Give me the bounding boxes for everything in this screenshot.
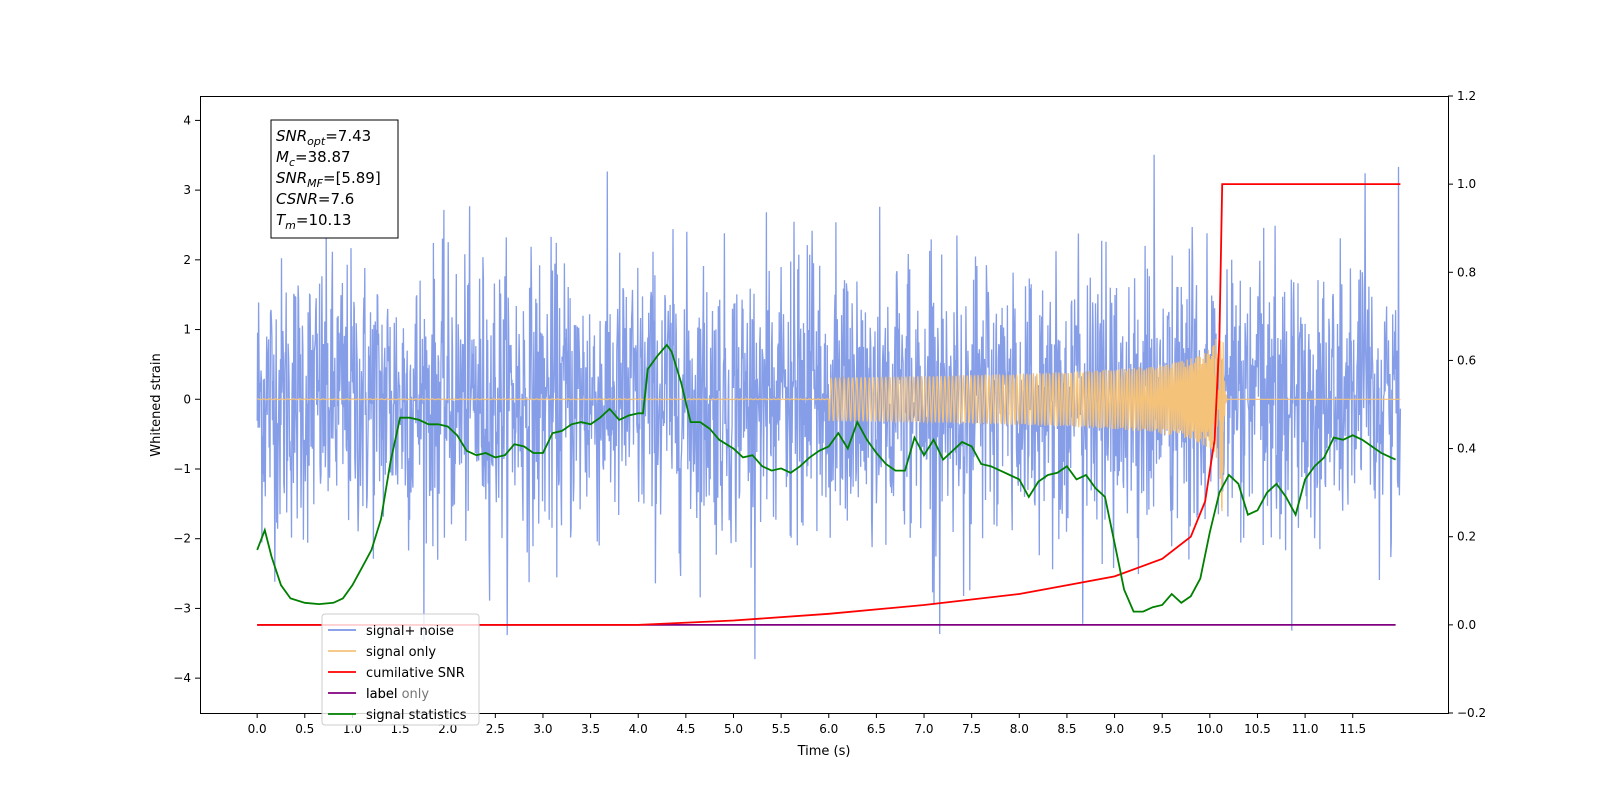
y-tick-label: −1 <box>173 462 191 476</box>
y-tick-label: 0 <box>183 392 191 406</box>
plot-area <box>256 154 1402 660</box>
x-tick-label: 0.0 <box>248 722 267 736</box>
y2-tick-label: 0.4 <box>1457 442 1476 456</box>
x-tick-label: 5.5 <box>772 722 791 736</box>
y2-tick-label: −0.2 <box>1457 706 1486 720</box>
x-tick-label: 10.0 <box>1196 722 1223 736</box>
x-tick-label: 5.0 <box>724 722 743 736</box>
y2-tick-label: 1.0 <box>1457 177 1476 191</box>
x-tick-label: 11.0 <box>1292 722 1319 736</box>
y-tick-label: 2 <box>183 253 191 267</box>
legend-entry: cumilative SNR <box>366 666 465 681</box>
series-signal-statistics <box>256 343 1396 613</box>
legend-entry: signal only <box>366 645 436 660</box>
x-tick-label: 4.5 <box>676 722 695 736</box>
x-tick-label: 6.5 <box>867 722 886 736</box>
y-tick-label: −2 <box>173 532 191 546</box>
legend-entry: signal+ noise <box>366 624 454 639</box>
x-tick-label: 3.0 <box>533 722 552 736</box>
x-tick-label: 8.0 <box>1010 722 1029 736</box>
x-tick-label: 0.5 <box>295 722 314 736</box>
x-axis-label: Time (s) <box>797 744 851 759</box>
y-tick-label: 1 <box>183 323 191 337</box>
annotation-box <box>270 119 399 239</box>
x-tick-label: 9.5 <box>1153 722 1172 736</box>
x-tick-label: 9.0 <box>1105 722 1124 736</box>
y-axis-left: 4 3 2 1 0 −1 −2 −3 −4 <box>173 113 200 685</box>
legend-box <box>321 613 480 726</box>
y2-tick-label: 1.2 <box>1457 89 1476 103</box>
y2-tick-label: 0.6 <box>1457 353 1476 367</box>
y2-tick-label: 0.2 <box>1457 530 1476 544</box>
legend-entry: signal statistics <box>366 708 467 723</box>
legend-entry: label <box>366 687 397 702</box>
y-tick-label: −3 <box>173 601 191 615</box>
annotation-line: Tm=10.13 <box>276 211 351 232</box>
x-tick-label: 2.5 <box>486 722 505 736</box>
y2-tick-label: 0.0 <box>1457 618 1476 632</box>
x-tick-label: 10.5 <box>1244 722 1271 736</box>
x-tick-label: 11.5 <box>1339 722 1366 736</box>
annotation-line: CSNR=7.6 <box>276 190 354 208</box>
y-tick-label: 3 <box>183 183 191 197</box>
annotation-line: Mc=38.87 <box>276 148 351 169</box>
y-axis-right: 1.2 1.0 0.8 0.6 0.4 0.2 0.0 −0.2 <box>1448 89 1486 720</box>
legend-entry-faded: label only <box>366 687 429 702</box>
plot-frame <box>200 96 1449 714</box>
annotation-line: SNRMF=[5.89] <box>276 169 381 190</box>
series-cumilative-snr <box>257 183 1401 626</box>
x-tick-label: 3.5 <box>581 722 600 736</box>
annotation-line: SNRopt=7.43 <box>276 127 371 148</box>
series-signal-only <box>257 338 1401 512</box>
x-tick-label: 4.0 <box>629 722 648 736</box>
y-axis-label: Whitened strain <box>149 353 164 456</box>
x-tick-label: 8.5 <box>1057 722 1076 736</box>
y2-tick-label: 0.8 <box>1457 265 1476 279</box>
x-tick-label: 7.5 <box>962 722 981 736</box>
x-tick-label: 7.0 <box>914 722 933 736</box>
y-tick-label: 4 <box>183 113 191 127</box>
legend: signal+ noise signal only cumilative SNR la… <box>321 613 480 726</box>
x-tick-label: 6.0 <box>819 722 838 736</box>
y-tick-label: −4 <box>173 671 191 685</box>
